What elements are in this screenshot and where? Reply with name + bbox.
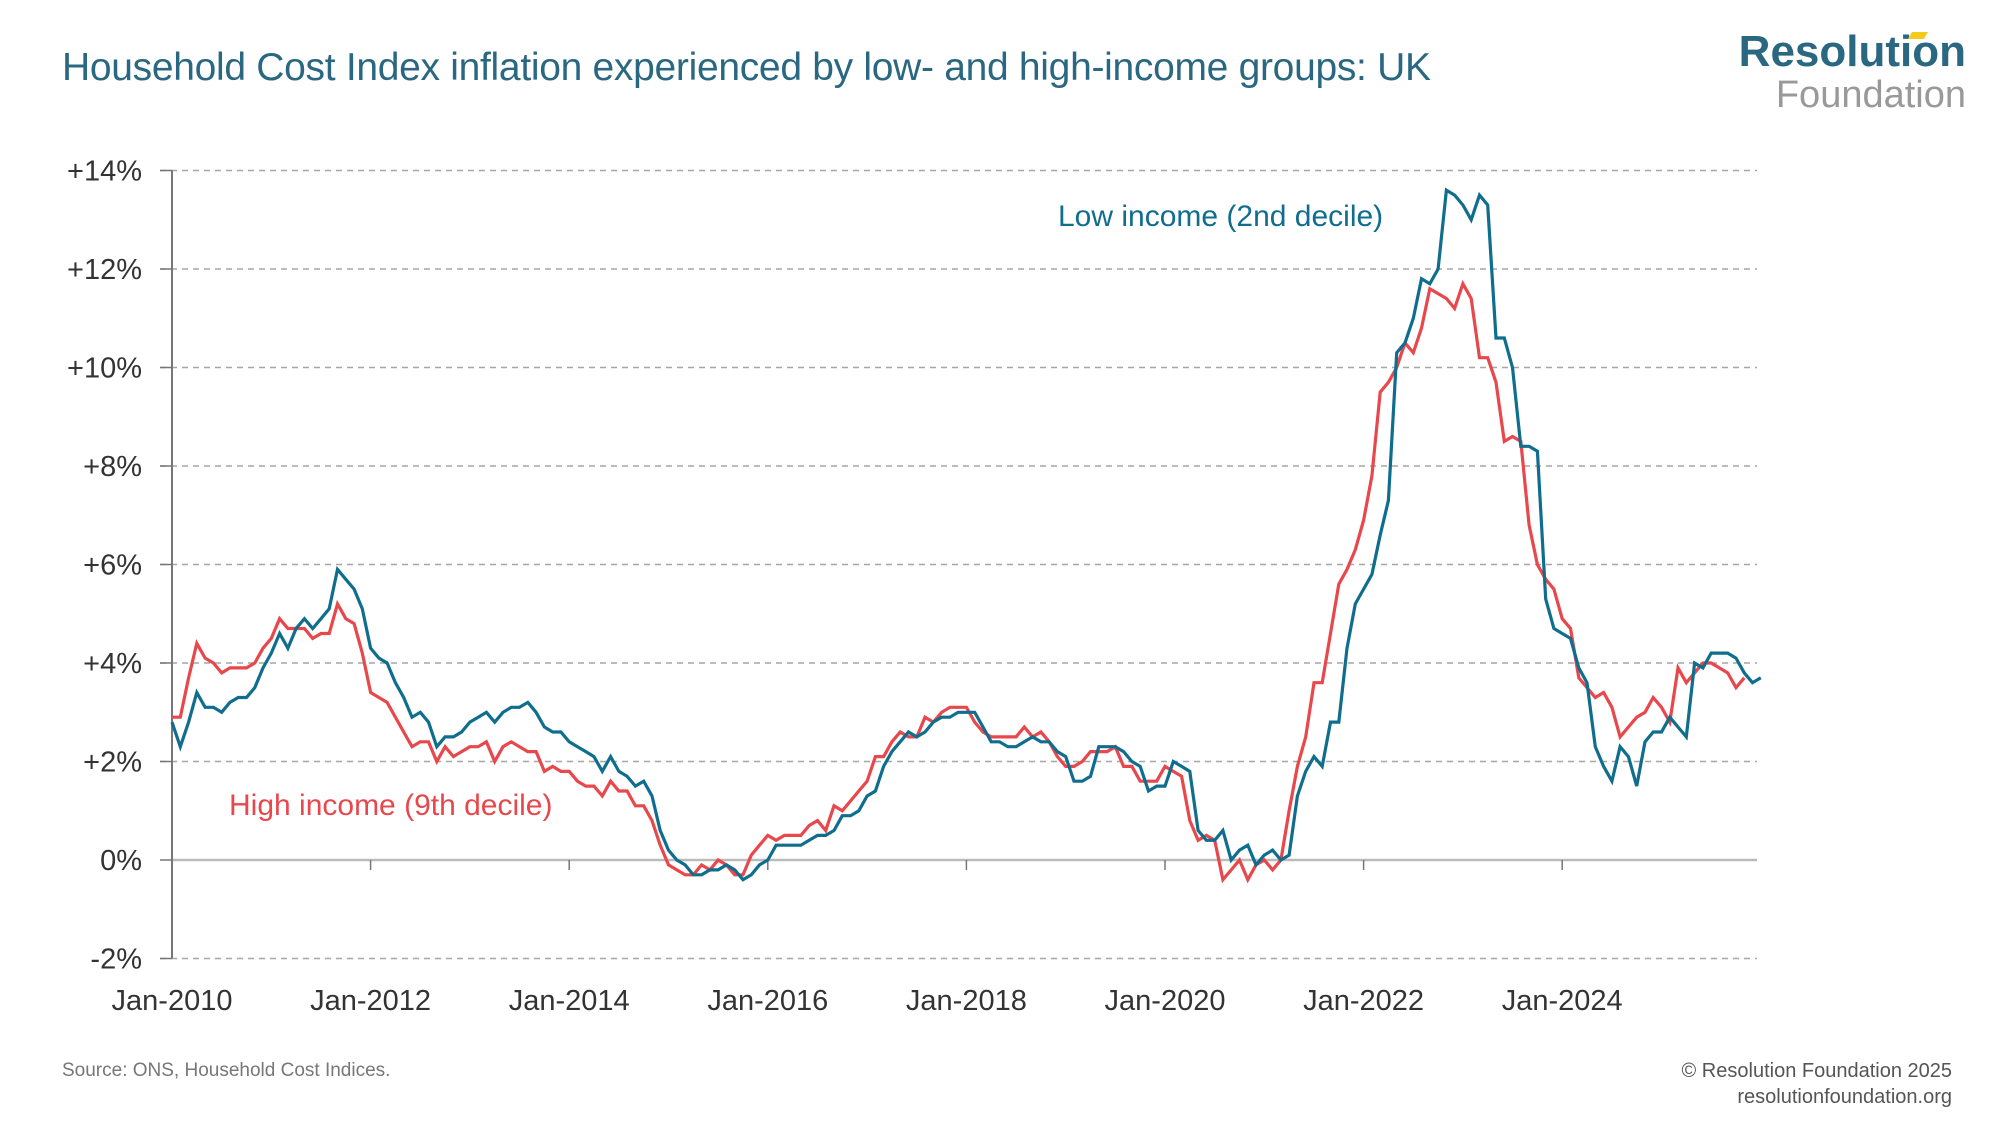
- series-label-high-income: High income (9th decile): [229, 789, 552, 822]
- resolution-foundation-logo: Resolution Foundation: [1739, 30, 1966, 116]
- copyright-text: © Resolution Foundation 2025: [1681, 1060, 1952, 1082]
- x-tick-label: Jan-2024: [1502, 985, 1623, 1017]
- y-tick-label: 0%: [100, 845, 142, 877]
- series-line-high-income: [172, 279, 1746, 884]
- x-tick-label: Jan-2020: [1105, 985, 1226, 1017]
- y-tick-label: +8%: [83, 451, 142, 483]
- series-lines: [170, 187, 1762, 884]
- x-tick-label: Jan-2012: [310, 985, 431, 1017]
- x-tick-label: Jan-2016: [707, 985, 828, 1017]
- x-tick-label: Jan-2018: [906, 985, 1027, 1017]
- series-line-low-income: [170, 187, 1762, 882]
- y-tick-label: -2%: [90, 944, 142, 976]
- website-link[interactable]: resolutionfoundation.org: [1737, 1086, 1952, 1108]
- chart-title: Household Cost Index inflation experienc…: [62, 46, 1431, 89]
- x-tick-label: Jan-2010: [112, 985, 233, 1017]
- y-tick-label: +2%: [83, 747, 142, 779]
- source-note: Source: ONS, Household Cost Indices.: [62, 1060, 391, 1081]
- y-tick-label: +14%: [67, 156, 142, 188]
- x-axis-ticks: Jan-2010 Jan-2012 Jan-2014 Jan-2016 Jan-2018…: [112, 860, 1623, 1017]
- y-axis-ticks: -2% 0% +2% +4% +6% +8% +10% +12% +14%: [67, 156, 172, 976]
- x-tick-label: Jan-2014: [509, 985, 630, 1017]
- logo-wordmark-top: Resolution: [1739, 30, 1966, 74]
- copyright-block: © Resolution Foundation 2025 resolutionf…: [1682, 1058, 1952, 1110]
- gridlines: [160, 169, 1757, 960]
- x-tick-label: Jan-2022: [1303, 985, 1424, 1017]
- logo-wordmark-bottom: Foundation: [1775, 74, 1966, 116]
- y-tick-label: +6%: [83, 550, 142, 582]
- y-tick-label: +4%: [83, 648, 142, 680]
- y-tick-label: +12%: [67, 254, 142, 286]
- logo-top-text: Resolution: [1738, 27, 1966, 76]
- y-tick-label: +10%: [67, 353, 142, 385]
- series-label-low-income: Low income (2nd decile): [1058, 200, 1383, 233]
